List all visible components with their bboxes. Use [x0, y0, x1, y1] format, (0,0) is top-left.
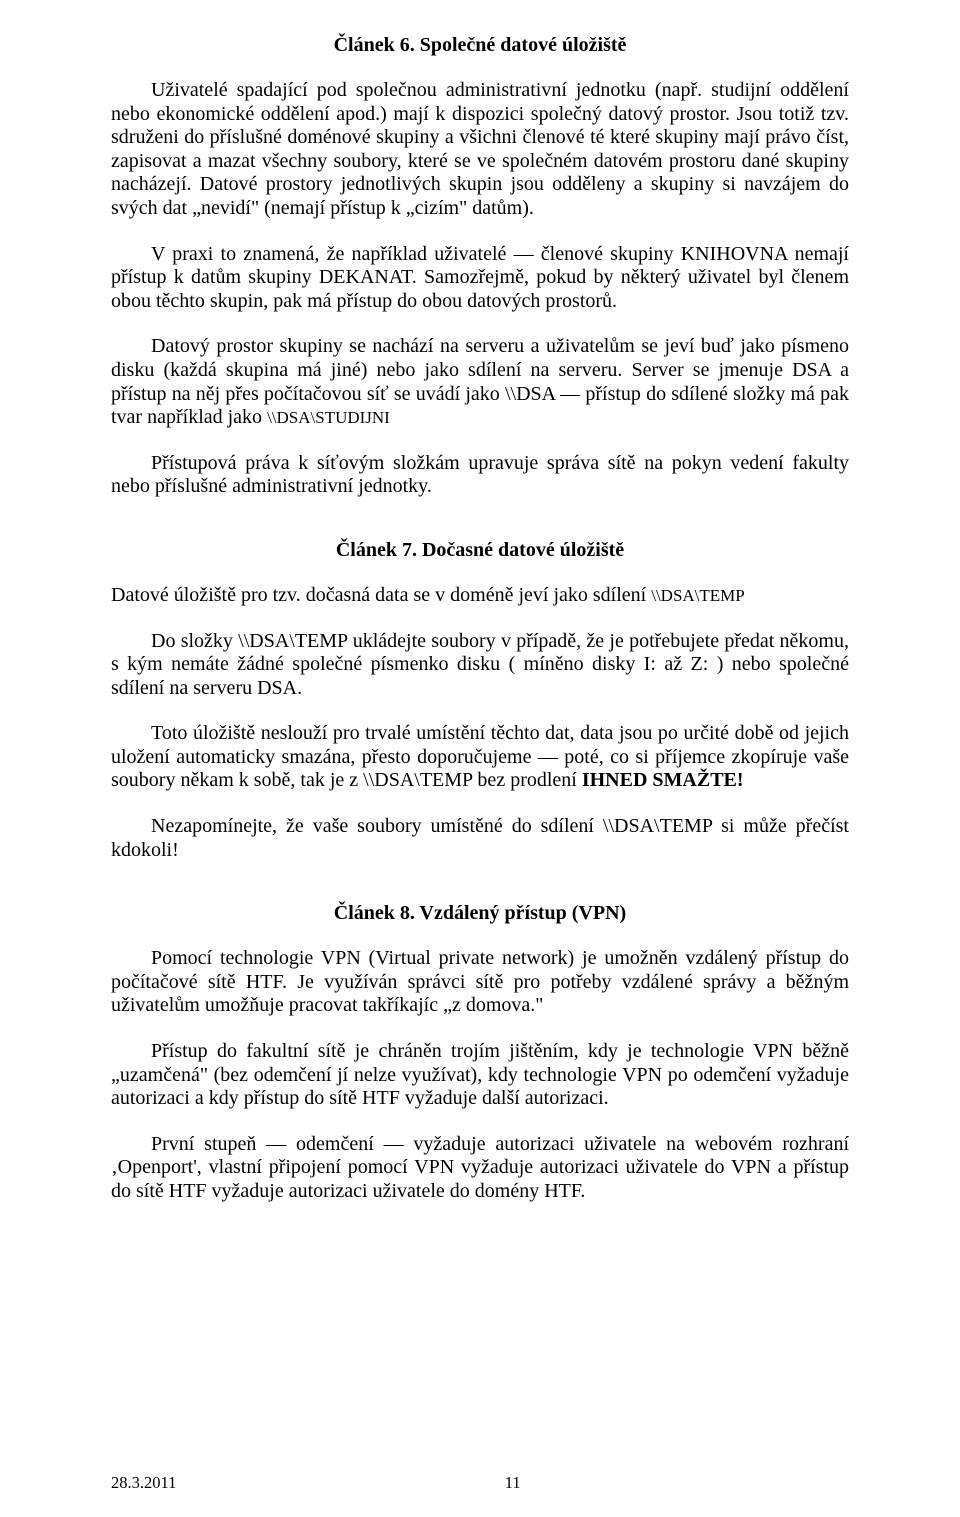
article6-p3-path: \\DSA\STUDIJNI [267, 408, 390, 427]
article8-p2: Přístup do fakultní sítě je chráněn troj… [111, 1040, 849, 1111]
article7-p3-bold: IHNED SMAŽTE! [582, 769, 744, 791]
footer-page-number: 11 [111, 1473, 849, 1493]
page-footer: 28.3.2011 11 [111, 1473, 849, 1493]
article8-p3: První stupeň — odemčení — vyžaduje autor… [111, 1133, 849, 1204]
article7-p1-path: \\DSA\TEMP [651, 586, 745, 605]
article7-p4: Nezapomínejte, že vaše soubory umístěné … [111, 815, 849, 862]
article6-p2: V praxi to znamená, že například uživate… [111, 243, 849, 314]
article7-p2: Do složky \\DSA\TEMP ukládejte soubory v… [111, 630, 849, 701]
article7-p3: Toto úložiště neslouží pro trvalé umístě… [111, 722, 849, 793]
article6-p1: Uživatelé spadající pod společnou admini… [111, 79, 849, 221]
article7-heading: Článek 7. Dočasné datové úložiště [111, 539, 849, 562]
article8-heading: Článek 8. Vzdálený přístup (VPN) [111, 902, 849, 925]
footer-date: 28.3.2011 [111, 1473, 176, 1493]
article6-p3-text: Datový prostor skupiny se nachází na ser… [111, 335, 849, 428]
article6-p3: Datový prostor skupiny se nachází na ser… [111, 335, 849, 429]
article7-p1: Datové úložiště pro tzv. dočasná data se… [111, 584, 849, 608]
article6-p4: Přístupová práva k síťovým složkám uprav… [111, 452, 849, 499]
document-page: Článek 6. Společné datové úložiště Uživa… [0, 0, 960, 1517]
article6-heading: Článek 6. Společné datové úložiště [111, 34, 849, 57]
article8-p1: Pomocí technologie VPN (Virtual private … [111, 947, 849, 1018]
article7-p1-text: Datové úložiště pro tzv. dočasná data se… [111, 584, 651, 606]
